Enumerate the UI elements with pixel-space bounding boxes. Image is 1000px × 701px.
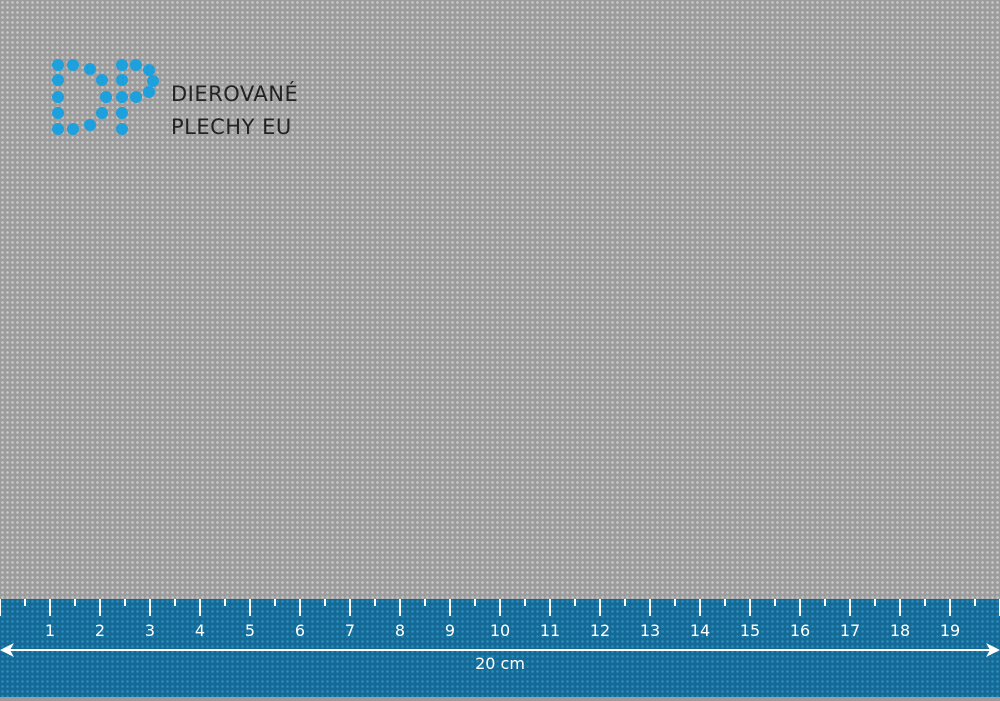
logo-dot — [84, 63, 96, 75]
ruler-label: 18 — [889, 621, 911, 640]
major-tick — [949, 599, 951, 616]
ruler-label: 6 — [294, 621, 306, 640]
ruler-label: 3 — [144, 621, 156, 640]
minor-tick — [974, 599, 976, 606]
ruler-label: 7 — [344, 621, 356, 640]
logo-dot — [84, 119, 96, 131]
logo: DIEROVANÉ PLECHY EU — [0, 0, 330, 150]
logo-dot — [96, 74, 108, 86]
logo-dot — [116, 91, 128, 103]
minor-tick — [674, 599, 676, 606]
major-tick — [699, 599, 701, 616]
logo-dot — [52, 59, 64, 71]
logo-dot — [67, 123, 79, 135]
dimension-arrow — [0, 643, 1000, 657]
logo-dot — [116, 123, 128, 135]
logo-dot — [116, 59, 128, 71]
logo-dot — [143, 86, 155, 98]
major-tick — [849, 599, 851, 616]
logo-dot — [52, 123, 64, 135]
minor-tick — [924, 599, 926, 606]
major-tick — [199, 599, 201, 616]
major-tick — [449, 599, 451, 616]
major-tick — [549, 599, 551, 616]
bottom-strip — [0, 697, 1000, 701]
logo-dot — [143, 64, 155, 76]
minor-tick — [274, 599, 276, 606]
logo-dot — [52, 74, 64, 86]
logo-dot — [116, 74, 128, 86]
major-tick — [49, 599, 51, 616]
ruler-label: 14 — [689, 621, 711, 640]
major-tick — [299, 599, 301, 616]
minor-tick — [124, 599, 126, 606]
minor-tick — [374, 599, 376, 606]
ruler-label: 13 — [639, 621, 661, 640]
minor-tick — [474, 599, 476, 606]
ruler-label: 11 — [539, 621, 561, 640]
ruler-label: 2 — [94, 621, 106, 640]
ruler-label: 9 — [444, 621, 456, 640]
ruler-label: 4 — [194, 621, 206, 640]
minor-tick — [24, 599, 26, 606]
minor-tick — [74, 599, 76, 606]
logo-dot — [116, 107, 128, 119]
logo-dot — [52, 91, 64, 103]
minor-tick — [524, 599, 526, 606]
minor-tick — [174, 599, 176, 606]
ruler-label: 17 — [839, 621, 861, 640]
major-tick — [349, 599, 351, 616]
ruler-label: 1 — [44, 621, 56, 640]
major-tick — [0, 599, 1, 616]
brand-name-line2: PLECHY EU — [171, 115, 292, 139]
total-length-label: 20 cm — [475, 654, 525, 673]
major-tick — [499, 599, 501, 616]
logo-dot — [147, 75, 159, 87]
minor-tick — [774, 599, 776, 606]
logo-dot — [52, 107, 64, 119]
ruler-label: 15 — [739, 621, 761, 640]
major-tick — [649, 599, 651, 616]
major-tick — [799, 599, 801, 616]
minor-tick — [574, 599, 576, 606]
minor-tick — [824, 599, 826, 606]
ruler-label: 5 — [244, 621, 256, 640]
minor-tick — [624, 599, 626, 606]
major-tick — [99, 599, 101, 616]
major-tick — [149, 599, 151, 616]
brand-name-line1: DIEROVANÉ — [171, 82, 299, 106]
ruler-label: 8 — [394, 621, 406, 640]
logo-dot — [100, 91, 112, 103]
minor-tick — [324, 599, 326, 606]
major-tick — [749, 599, 751, 616]
logo-dot — [67, 59, 79, 71]
minor-tick — [224, 599, 226, 606]
ruler-label: 16 — [789, 621, 811, 640]
major-tick — [899, 599, 901, 616]
major-tick — [249, 599, 251, 616]
logo-dot — [130, 91, 142, 103]
logo-dot — [130, 59, 142, 71]
ruler-label: 12 — [589, 621, 611, 640]
logo-dot — [96, 107, 108, 119]
ruler-label: 19 — [939, 621, 961, 640]
major-tick — [599, 599, 601, 616]
ruler-scale: 20 cm 1 2 3 4 5 6 7 8 9 10 11 12 13 14 15 16 17 18 19 — [0, 599, 1000, 697]
minor-tick — [424, 599, 426, 606]
ruler-label: 10 — [489, 621, 511, 640]
minor-tick — [874, 599, 876, 606]
major-tick — [399, 599, 401, 616]
minor-tick — [724, 599, 726, 606]
